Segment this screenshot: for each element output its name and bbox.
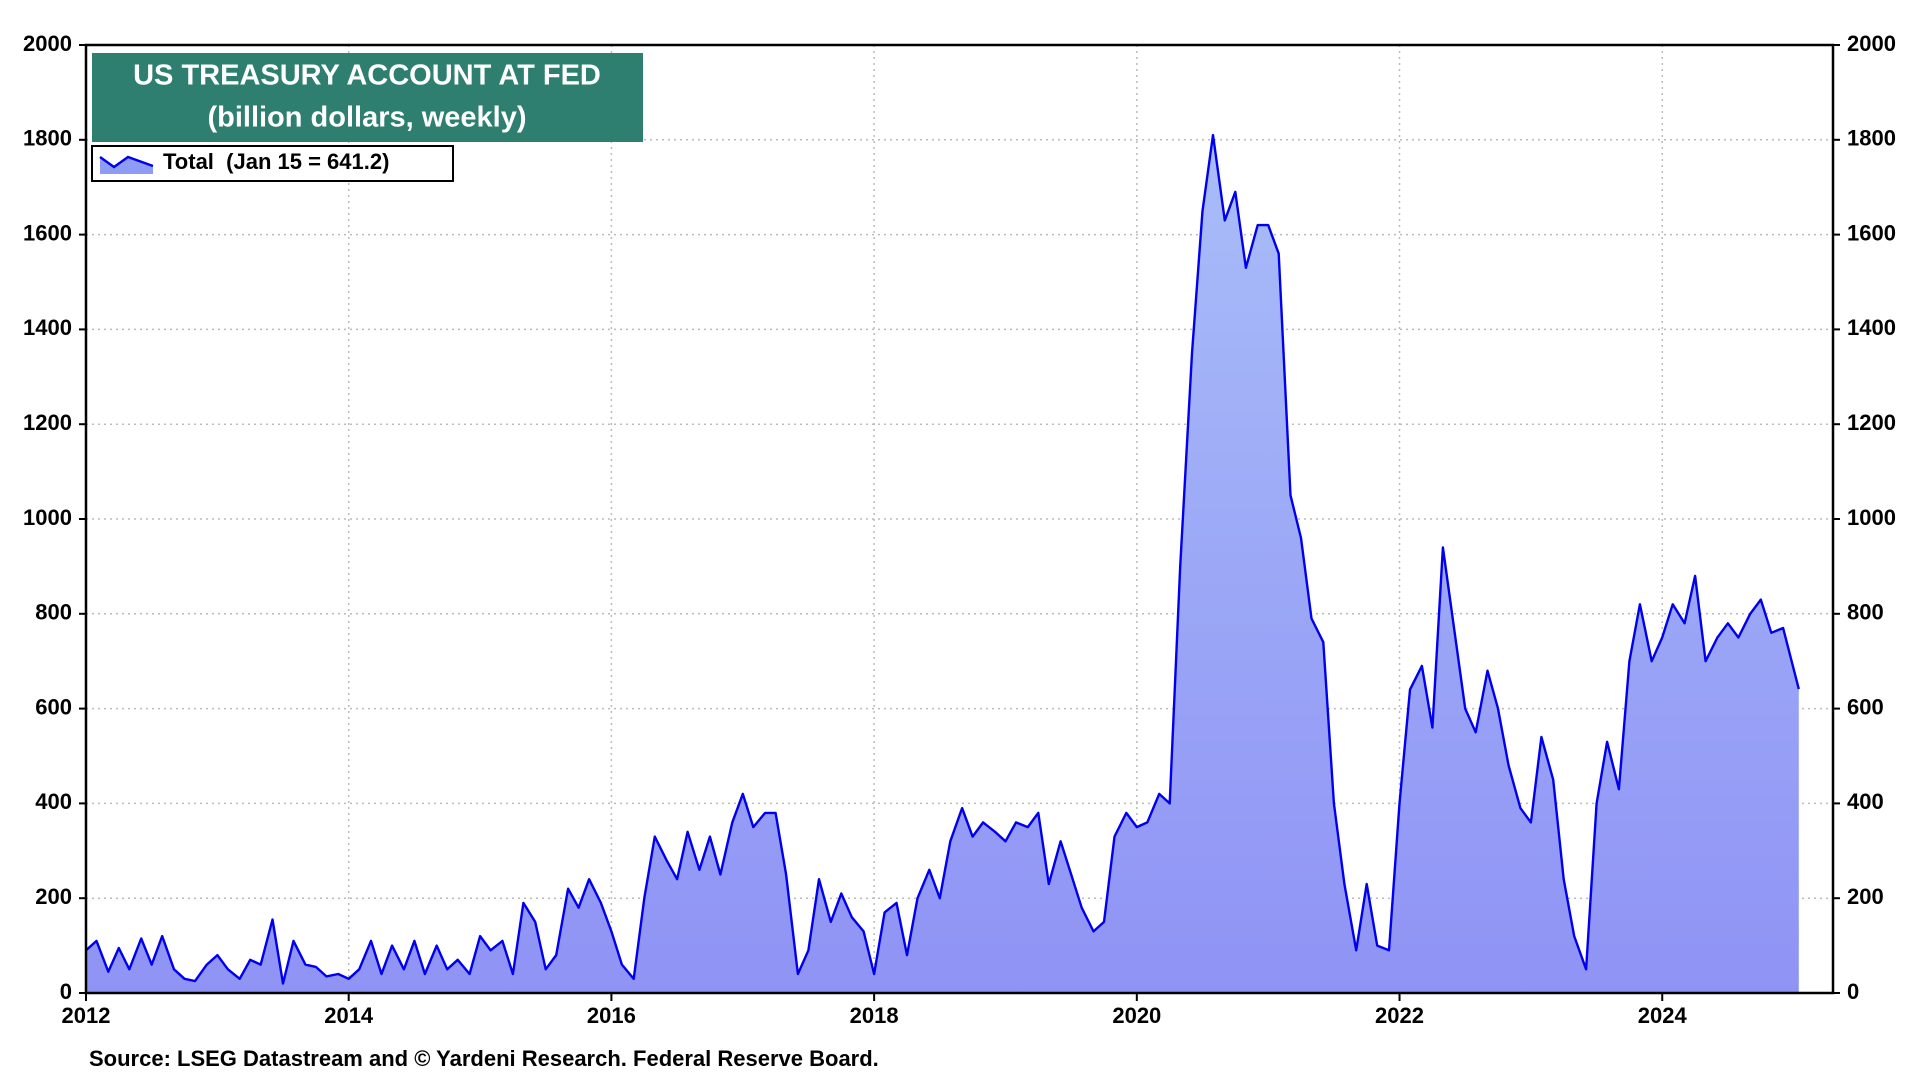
y-tick-label: 400: [35, 789, 72, 814]
y2-tick-label: 1800: [1847, 126, 1896, 151]
y-tick-label: 2000: [23, 31, 72, 56]
area: [86, 135, 1799, 994]
y2-tick-label: 1400: [1847, 315, 1896, 340]
chart-subtitle: (billion dollars, weekly): [207, 102, 526, 134]
x-tick-label: 2014: [324, 1003, 374, 1028]
title-box: [92, 53, 643, 142]
plot-area: [85, 44, 1833, 994]
y-tick-label: 200: [35, 884, 72, 909]
y-tick-label: 600: [35, 694, 72, 719]
legend: [91, 145, 454, 182]
x-tick-label: 2016: [587, 1003, 636, 1028]
y-tick-label: 1800: [23, 126, 72, 151]
y2-tick-label: 800: [1847, 600, 1884, 625]
y2-tick-label: 0: [1847, 979, 1859, 1004]
y2-tick-label: 600: [1847, 694, 1884, 719]
legend-label: Total (Jan 15 = 641.2): [163, 149, 389, 174]
y-tick-label: 1000: [23, 505, 72, 530]
y2-tick-label: 1000: [1847, 505, 1896, 530]
line: [85, 133, 1800, 985]
y2-tick-label: 200: [1847, 884, 1884, 909]
y-tick-label: 1400: [23, 315, 72, 340]
y2-tick-label: 400: [1847, 789, 1884, 814]
legend-line: [99, 155, 154, 169]
y-tick-label: 1200: [23, 410, 72, 435]
y-tick-label: 0: [60, 979, 72, 1004]
y-tick-label: 1600: [23, 220, 72, 245]
y2-tick-label: 2000: [1847, 31, 1896, 56]
x-tick-label: 2024: [1638, 1003, 1688, 1028]
source-note: Source: LSEG Datastream and © Yardeni Re…: [89, 1046, 879, 1071]
x-tick-label: 2022: [1375, 1003, 1424, 1028]
x-tick-label: 2020: [1112, 1003, 1161, 1028]
legend-swatch: [99, 155, 154, 174]
chart-title: US TREASURY ACCOUNT AT FED: [133, 60, 601, 92]
y-tick-label: 800: [35, 600, 72, 625]
x-tick-label: 2012: [62, 1003, 111, 1028]
y2-tick-label: 1600: [1847, 220, 1896, 245]
x-tick-label: 2018: [850, 1003, 899, 1028]
y2-tick-label: 1200: [1847, 410, 1896, 435]
